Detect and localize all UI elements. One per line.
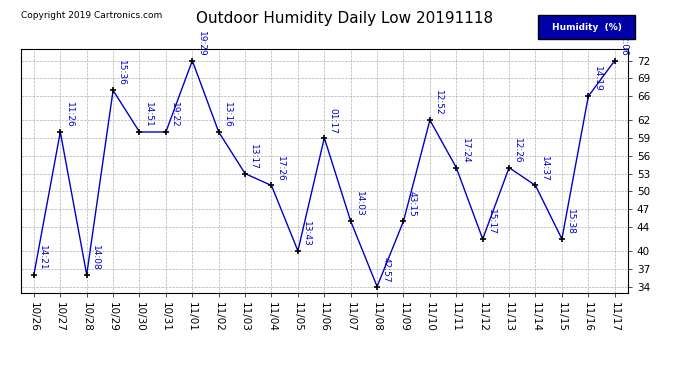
Text: 15:36: 15:36 [117, 60, 126, 86]
Text: 14:51: 14:51 [144, 102, 152, 128]
Text: 19:29: 19:29 [197, 31, 206, 57]
Text: 17:24: 17:24 [460, 138, 469, 164]
Text: 43:15: 43:15 [408, 191, 417, 217]
Text: 15:17: 15:17 [487, 209, 496, 235]
Text: 11:26: 11:26 [64, 102, 73, 128]
Text: 12:52: 12:52 [434, 90, 443, 116]
Text: 14:21: 14:21 [38, 245, 47, 270]
Text: 17:26: 17:26 [276, 156, 285, 182]
Text: 13:17: 13:17 [249, 144, 258, 170]
Text: 01:17: 01:17 [328, 108, 337, 134]
Text: 13:43: 13:43 [302, 221, 311, 247]
Text: 13:16: 13:16 [223, 102, 232, 128]
Text: 42:57: 42:57 [382, 257, 391, 282]
Text: 19:22: 19:22 [170, 102, 179, 128]
Text: 14:19: 14:19 [593, 66, 602, 92]
Text: Outdoor Humidity Daily Low 20191118: Outdoor Humidity Daily Low 20191118 [197, 11, 493, 26]
Text: Copyright 2019 Cartronics.com: Copyright 2019 Cartronics.com [21, 11, 162, 20]
Text: 14:37: 14:37 [540, 156, 549, 182]
Text: 12:06: 12:06 [619, 31, 628, 57]
Text: Humidity  (%): Humidity (%) [551, 22, 622, 32]
Text: 12:26: 12:26 [513, 138, 522, 164]
Text: 14:08: 14:08 [91, 245, 100, 270]
Text: 14:03: 14:03 [355, 191, 364, 217]
Text: 15:38: 15:38 [566, 209, 575, 235]
